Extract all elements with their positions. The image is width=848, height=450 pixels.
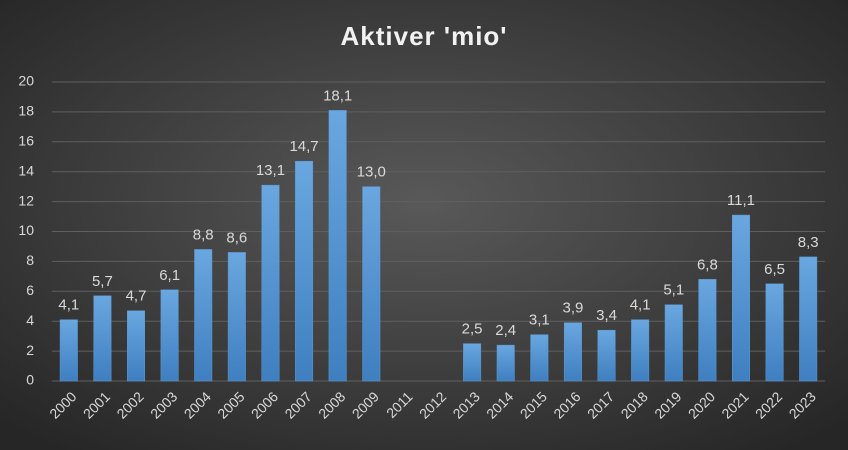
bar [93,295,112,382]
bar [295,160,314,382]
data-label: 13,0 [357,164,386,181]
data-label: 5,7 [92,273,113,290]
data-label: 4,7 [126,288,147,305]
bar [463,343,482,382]
data-label: 3,4 [596,307,617,324]
data-label: 5,1 [663,282,684,299]
y-tick-label: 14 [18,162,34,178]
y-tick-label: 6 [26,282,34,298]
data-label: 3,1 [529,312,550,329]
data-label: 8,6 [226,229,247,246]
y-tick-label: 18 [18,103,34,119]
bar [127,310,146,382]
bar [160,289,179,382]
data-label: 8,3 [798,234,819,251]
bar [563,322,582,382]
bar [194,249,213,382]
bar [799,256,818,382]
bar [664,304,683,382]
data-label: 2,5 [462,321,483,338]
y-tick-label: 0 [26,372,34,388]
data-label: 2,4 [495,322,516,339]
bar [631,319,650,382]
data-label: 13,1 [256,162,285,179]
bar [328,110,347,382]
data-label: 8,8 [193,226,214,243]
data-label: 18,1 [323,87,352,104]
y-tick-label: 10 [18,222,34,238]
data-label: 4,1 [58,297,79,314]
y-tick-label: 4 [26,312,34,328]
bar [731,214,750,382]
data-label: 4,1 [630,297,651,314]
bar [59,319,78,382]
data-label: 6,1 [159,267,180,284]
bar [597,329,616,382]
bar [496,344,515,382]
y-tick-label: 2 [26,342,34,358]
bar [698,279,717,382]
data-label: 6,8 [697,256,718,273]
data-label: 6,5 [764,261,785,278]
y-tick-label: 20 [18,73,34,89]
bar [530,334,549,382]
y-tick-label: 12 [18,192,34,208]
data-label: 14,7 [289,138,318,155]
data-label: 11,1 [727,192,755,209]
bar [765,283,784,382]
bar [261,184,280,382]
y-tick-label: 8 [26,252,34,268]
y-tick-label: 16 [18,133,34,149]
bar [362,186,381,382]
chart-title: Aktiver 'mio' [341,21,508,51]
bar [227,252,246,382]
data-label: 3,9 [563,300,584,317]
